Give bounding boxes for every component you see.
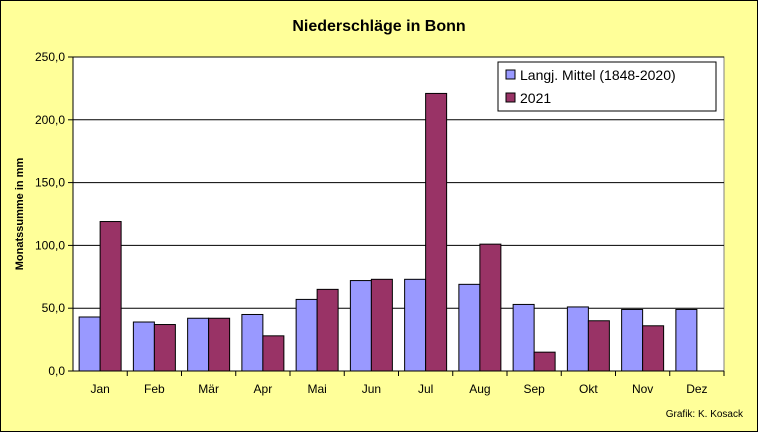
chart-title: Niederschläge in Bonn xyxy=(292,18,466,35)
y-tick-label: 200,0 xyxy=(35,113,65,127)
bar-year-jan xyxy=(99,221,122,372)
x-tick-label: Apr xyxy=(254,382,273,396)
legend-swatch xyxy=(505,69,516,80)
bar-year-okt xyxy=(587,320,610,372)
legend-label: 2021 xyxy=(520,90,551,106)
x-tick-label: Jan xyxy=(90,382,109,396)
legend-swatch xyxy=(505,92,516,103)
x-tick-label: Sep xyxy=(523,382,545,396)
bar-mean-mai xyxy=(295,298,318,372)
y-tick-label: 250,0 xyxy=(35,50,65,64)
y-tick-label: 50,0 xyxy=(42,301,66,315)
bar-year-aug xyxy=(479,243,502,372)
legend xyxy=(497,61,717,112)
bar-year-mai xyxy=(316,288,339,372)
bar-mean-nov xyxy=(621,308,644,372)
x-tick-label: Aug xyxy=(469,382,490,396)
bar-mean-jan xyxy=(78,316,101,372)
bar-mean-apr xyxy=(241,313,264,372)
bar-mean-dez xyxy=(675,308,698,372)
bar-mean-feb xyxy=(132,321,155,372)
x-tick-label: Nov xyxy=(632,382,653,396)
y-tick-label: 150,0 xyxy=(35,176,65,190)
bar-mean-jul xyxy=(404,278,427,372)
bar-mean-aug xyxy=(458,283,481,372)
x-tick-label: Jul xyxy=(418,382,433,396)
bar-mean-jun xyxy=(349,280,372,372)
x-tick-label: Jun xyxy=(362,382,381,396)
bar-mean-sep xyxy=(512,303,535,372)
x-tick-label: Feb xyxy=(144,382,165,396)
bar-mean-okt xyxy=(566,306,589,372)
y-axis-label: Monatssumme in mm xyxy=(14,158,26,271)
credit-text: Grafik: K. Kosack xyxy=(665,409,743,420)
bar-year-apr xyxy=(262,335,285,372)
x-tick-label: Okt xyxy=(579,382,598,396)
legend-label: Langj. Mittel (1848-2020) xyxy=(520,67,676,83)
bar-year-jul xyxy=(425,92,448,372)
x-tick-label: Mai xyxy=(307,382,326,396)
y-tick-label: 0,0 xyxy=(48,364,65,378)
bar-year-nov xyxy=(642,325,665,372)
bar-year-jun xyxy=(370,278,393,372)
bar-year-sep xyxy=(533,351,556,372)
x-tick-label: Dez xyxy=(686,382,707,396)
bar-mean-mär xyxy=(187,317,210,372)
bar-year-mär xyxy=(208,317,231,372)
bar-year-feb xyxy=(153,324,176,372)
y-tick-label: 100,0 xyxy=(35,238,65,252)
x-tick-label: Mär xyxy=(198,382,219,396)
